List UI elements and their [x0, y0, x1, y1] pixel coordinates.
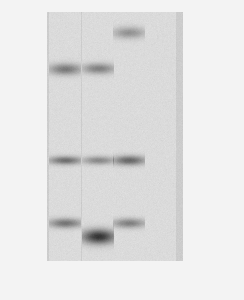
Text: 34: 34 — [194, 158, 205, 166]
Text: 26: 26 — [194, 187, 205, 196]
Text: 19: 19 — [194, 216, 205, 225]
Text: JK: JK — [125, 9, 133, 18]
Text: 117: 117 — [194, 28, 211, 37]
Text: 85: 85 — [194, 64, 205, 73]
Text: OR4Q3: OR4Q3 — [2, 155, 37, 166]
Text: HepG2: HepG2 — [84, 9, 113, 18]
Text: 48: 48 — [194, 129, 205, 138]
Text: HeLa: HeLa — [55, 9, 76, 18]
Text: HeLa: HeLa — [150, 9, 172, 18]
Text: (kD): (kD) — [194, 244, 213, 253]
